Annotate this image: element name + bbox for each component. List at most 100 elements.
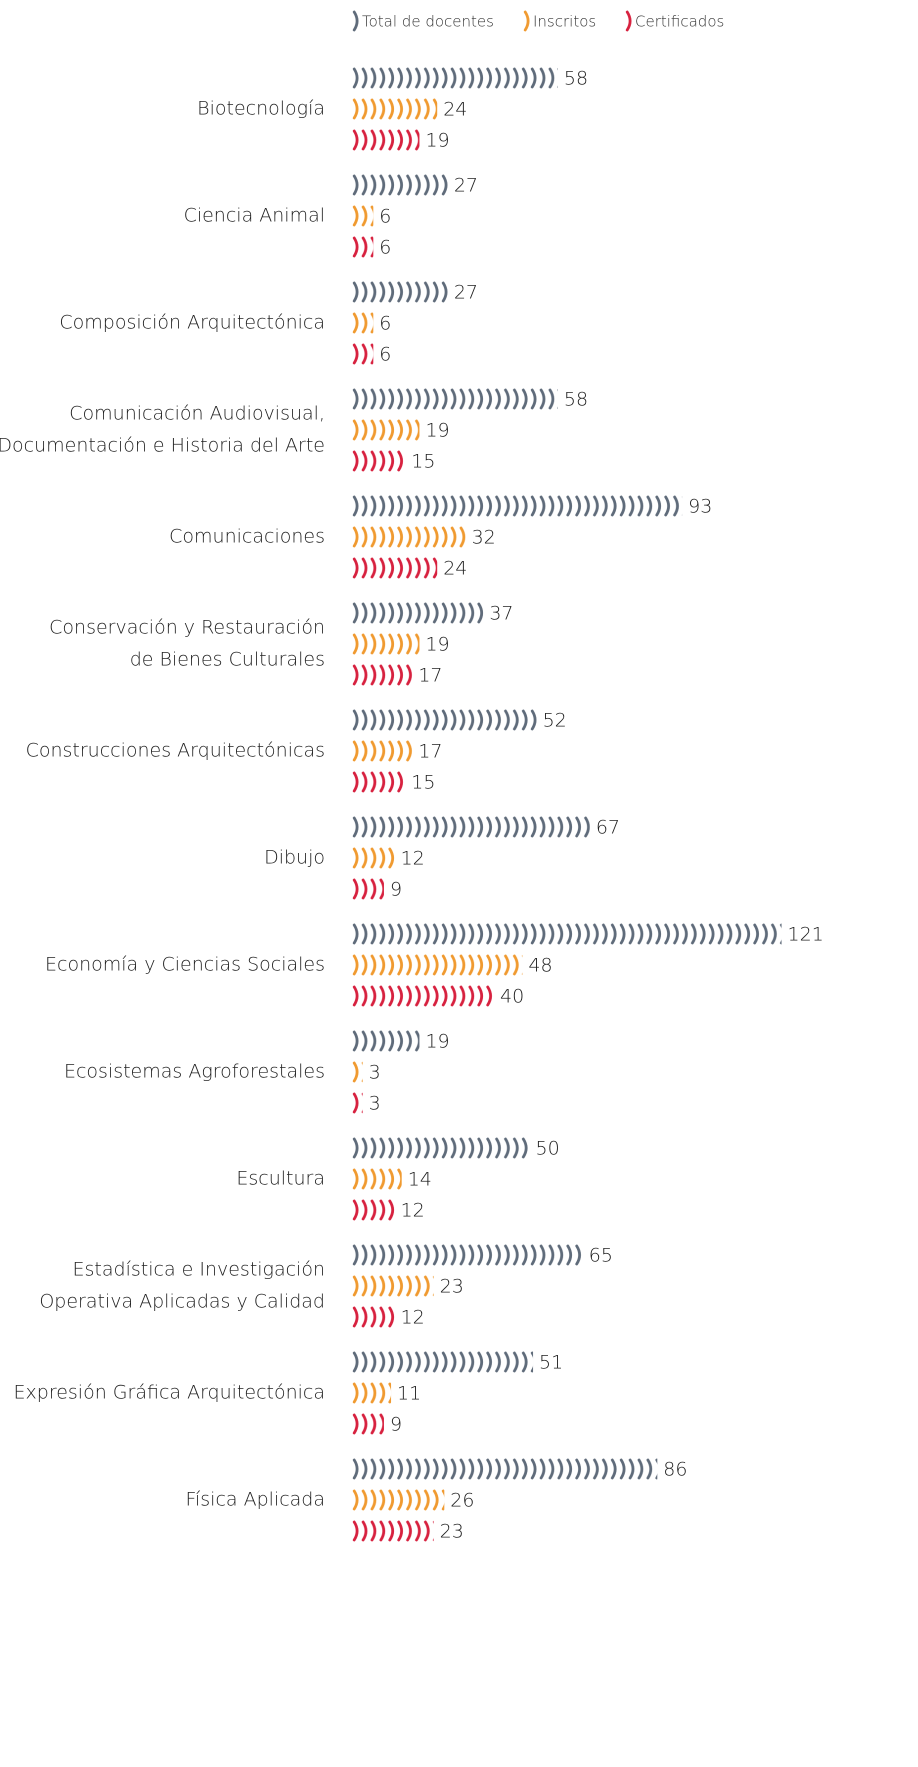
bar	[352, 1168, 402, 1190]
bar	[352, 526, 466, 548]
bar	[352, 923, 782, 945]
value-label: 65	[589, 1245, 613, 1267]
legend-swatch	[625, 10, 634, 32]
value-label: 12	[401, 848, 425, 870]
category-label: Conservación y Restauración	[49, 617, 325, 639]
bar	[352, 1030, 420, 1052]
value-label: 9	[390, 1414, 402, 1436]
bar	[352, 1244, 583, 1266]
category-label: Operativa Aplicadas y Calidad	[39, 1291, 325, 1313]
bar	[352, 174, 448, 196]
value-label: 23	[440, 1276, 464, 1298]
value-label: 40	[500, 986, 524, 1008]
value-label: 50	[536, 1138, 560, 1160]
value-label: 67	[596, 817, 620, 839]
value-label: 58	[564, 389, 588, 411]
category-label: Ecosistemas Agroforestales	[64, 1061, 325, 1083]
value-label: 19	[425, 1031, 449, 1053]
bar	[352, 740, 413, 762]
bar	[352, 664, 413, 686]
value-label: 12	[401, 1200, 425, 1222]
category-label: Escultura	[236, 1168, 325, 1190]
bar	[352, 1199, 395, 1221]
legend-swatch	[523, 10, 532, 32]
category-label: Comunicación Audiovisual,	[69, 403, 325, 425]
bar	[352, 1458, 658, 1480]
value-label: 17	[418, 665, 442, 687]
value-label: 58	[564, 68, 588, 90]
value-label: 51	[539, 1352, 563, 1374]
value-label: 19	[425, 420, 449, 442]
bar	[352, 557, 438, 579]
legend-swatch	[352, 10, 361, 32]
bar	[352, 633, 420, 655]
category-label: Expresión Gráfica Arquitectónica	[14, 1382, 325, 1404]
bar	[352, 495, 683, 517]
value-label: 121	[788, 924, 824, 946]
value-label: 48	[528, 955, 552, 977]
value-label: 17	[418, 741, 442, 763]
bar	[352, 281, 448, 303]
value-label: 23	[440, 1521, 464, 1543]
bar	[352, 419, 420, 441]
value-label: 3	[369, 1062, 381, 1084]
value-label: 19	[425, 130, 449, 152]
legend-label: Total de docentes	[362, 13, 494, 31]
value-label: 12	[401, 1307, 425, 1329]
category-label: Dibujo	[264, 847, 325, 869]
bar	[352, 1306, 395, 1328]
category-label: Biotecnología	[197, 98, 325, 120]
bar	[352, 1351, 534, 1373]
bar	[352, 847, 395, 869]
category-label: Construcciones Arquitectónicas	[26, 740, 325, 762]
bar	[352, 1137, 530, 1159]
value-label: 19	[425, 634, 449, 656]
value-label: 26	[450, 1490, 474, 1512]
value-label: 52	[543, 710, 567, 732]
bar	[352, 954, 523, 976]
bar	[352, 312, 374, 334]
category-label: de Bienes Culturales	[130, 649, 325, 671]
value-label: 6	[379, 206, 391, 228]
bar	[352, 205, 374, 227]
value-label: 15	[411, 772, 435, 794]
category-label: Física Aplicada	[185, 1489, 325, 1511]
value-label: 6	[379, 313, 391, 335]
bar	[352, 343, 374, 365]
value-label: 32	[472, 527, 496, 549]
bar	[352, 771, 406, 793]
bar	[352, 878, 384, 900]
bar	[352, 1275, 434, 1297]
bar	[352, 98, 438, 120]
bar	[352, 1413, 384, 1435]
bar	[352, 602, 484, 624]
legend-label: Inscritos	[533, 13, 596, 31]
value-label: 27	[454, 175, 478, 197]
value-label: 3	[369, 1093, 381, 1115]
bar	[352, 1520, 434, 1542]
value-label: 11	[397, 1383, 421, 1405]
bar	[352, 388, 558, 410]
bar	[352, 236, 374, 258]
category-label: Documentación e Historia del Arte	[0, 435, 325, 457]
category-label: Estadística e Investigación	[73, 1259, 325, 1281]
bar	[352, 67, 558, 89]
bar	[352, 1092, 363, 1114]
category-label: Comunicaciones	[169, 526, 325, 548]
bar	[352, 129, 420, 151]
bar	[352, 1489, 445, 1511]
bar	[352, 709, 537, 731]
bar	[352, 816, 590, 838]
value-label: 86	[663, 1459, 687, 1481]
bar	[352, 1061, 363, 1083]
category-label: Composición Arquitectónica	[59, 312, 325, 334]
category-label: Economía y Ciencias Sociales	[45, 954, 325, 976]
value-label: 14	[408, 1169, 432, 1191]
bar	[352, 450, 406, 472]
bar	[352, 1382, 392, 1404]
value-label: 15	[411, 451, 435, 473]
value-label: 37	[489, 603, 513, 625]
value-label: 24	[443, 558, 467, 580]
value-label: 6	[379, 237, 391, 259]
